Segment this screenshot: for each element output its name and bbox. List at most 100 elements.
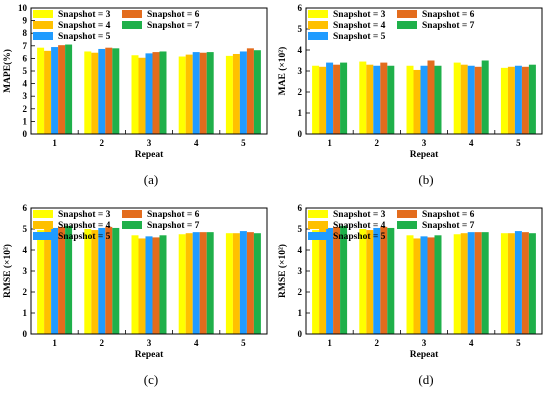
x-tick-label: 2: [375, 338, 380, 348]
bar: [145, 236, 153, 334]
bar: [467, 65, 475, 134]
bar: [514, 65, 522, 134]
y-tick-label: 10: [18, 3, 28, 13]
legend-label: Snapshot = 3: [333, 210, 386, 220]
x-tick-label: 3: [422, 138, 427, 148]
bar: [474, 66, 482, 134]
bar: [206, 232, 214, 334]
x-axis-label: Repeat: [135, 350, 164, 360]
legend-swatch: [122, 210, 142, 218]
bar: [387, 65, 395, 134]
y-tick-label: 0: [23, 129, 28, 139]
legend-label: Snapshot = 5: [58, 232, 111, 242]
bar: [366, 64, 374, 134]
bar: [507, 66, 515, 134]
x-axis-label: Repeat: [410, 350, 439, 360]
bar: [65, 225, 73, 334]
legend-swatch: [33, 10, 53, 18]
bar: [467, 232, 475, 334]
bar: [474, 232, 482, 334]
legend-label: Snapshot = 6: [422, 10, 475, 20]
legend-label: Snapshot = 5: [333, 232, 386, 242]
legend-swatch: [33, 210, 53, 218]
bar: [453, 62, 461, 134]
bar: [528, 233, 536, 334]
legend-label: Snapshot = 3: [58, 210, 111, 220]
x-tick-label: 5: [516, 138, 521, 148]
panel-caption: (c): [144, 372, 158, 387]
bar: [51, 227, 59, 334]
bar: [98, 227, 106, 334]
bar: [413, 69, 421, 134]
bar: [500, 233, 508, 334]
bar: [434, 235, 442, 334]
bar: [253, 233, 261, 334]
bar: [460, 64, 468, 134]
y-axis-label: RMSE (×10²): [2, 244, 13, 298]
x-tick-label: 5: [241, 138, 246, 148]
legend-label: Snapshot = 7: [422, 221, 475, 231]
x-tick-label: 4: [469, 138, 474, 148]
legend-label: Snapshot = 3: [333, 10, 386, 20]
x-tick-label: 4: [194, 338, 199, 348]
bar: [359, 229, 367, 334]
bar: [521, 232, 529, 334]
y-tick-label: 6: [298, 3, 303, 13]
y-tick-label: 6: [23, 53, 28, 63]
y-tick-label: 1: [298, 108, 303, 118]
bar: [112, 227, 120, 334]
bar: [373, 65, 381, 134]
bar: [84, 51, 92, 134]
y-tick-label: 5: [298, 24, 303, 34]
y-tick-label: 4: [23, 245, 28, 255]
bar: [192, 52, 200, 134]
bar: [380, 226, 388, 334]
y-tick-label: 2: [298, 287, 303, 297]
legend-label: Snapshot = 6: [147, 10, 200, 20]
legend-swatch: [122, 221, 142, 229]
bar: [427, 237, 435, 334]
panel-caption: (d): [418, 372, 433, 387]
bar: [206, 52, 214, 134]
y-tick-label: 6: [23, 203, 28, 213]
bar: [58, 45, 66, 134]
bar: [131, 55, 139, 134]
bar: [112, 48, 120, 134]
x-tick-label: 1: [52, 138, 57, 148]
bar: [185, 233, 193, 334]
bar: [225, 233, 233, 334]
bar: [481, 232, 489, 334]
bar: [507, 233, 515, 334]
y-axis-label: MAPE(%): [2, 49, 13, 93]
x-tick-label: 4: [194, 138, 199, 148]
y-tick-label: 1: [298, 308, 303, 318]
bar: [138, 57, 146, 134]
legend-label: Snapshot = 4: [58, 221, 111, 231]
x-tick-label: 5: [241, 338, 246, 348]
panel-caption: (b): [418, 172, 433, 187]
y-tick-label: 6: [298, 203, 303, 213]
bar: [319, 229, 327, 334]
y-tick-label: 5: [298, 224, 303, 234]
x-tick-label: 2: [375, 138, 380, 148]
y-tick-label: 1: [23, 116, 28, 126]
y-tick-label: 7: [23, 41, 28, 51]
bar: [51, 47, 59, 135]
bar: [178, 56, 186, 135]
legend-label: Snapshot = 4: [333, 21, 386, 31]
bar: [239, 231, 247, 334]
y-tick-label: 0: [298, 329, 303, 339]
bar: [152, 52, 160, 134]
x-tick-label: 3: [422, 338, 427, 348]
legend-swatch: [33, 232, 53, 240]
legend-swatch: [308, 232, 328, 240]
y-tick-label: 4: [298, 245, 303, 255]
bar: [333, 64, 341, 134]
x-axis-label: Repeat: [410, 150, 439, 160]
bar: [131, 235, 139, 334]
bar: [326, 62, 334, 134]
bar: [84, 229, 92, 334]
bar: [37, 47, 45, 134]
